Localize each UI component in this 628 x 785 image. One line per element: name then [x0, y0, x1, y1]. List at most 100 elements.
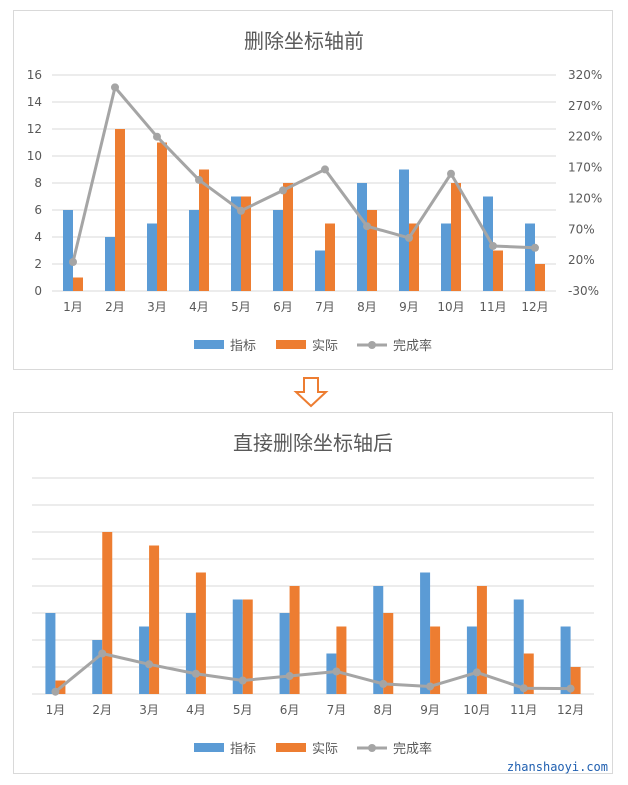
rate-point: [69, 257, 77, 266]
bar-target: [441, 223, 451, 291]
rate-point: [472, 668, 481, 677]
y2-tick-label: 270%: [568, 99, 602, 113]
x-tick-label: 2月: [105, 300, 125, 314]
legend-label-target: 指标: [230, 742, 256, 757]
y-tick-label: 6: [34, 203, 42, 217]
bar-target: [513, 599, 524, 694]
bar-actual: [199, 169, 209, 291]
x-tick-label: 8月: [357, 300, 377, 314]
bar-actual: [242, 599, 253, 694]
y2-tick-label: 120%: [568, 191, 602, 205]
bar-target: [273, 210, 283, 291]
bar-target: [466, 626, 477, 694]
x-tick-label: 3月: [147, 300, 167, 314]
bar-actual: [336, 626, 347, 694]
rate-point: [279, 186, 287, 195]
rate-point: [566, 684, 575, 693]
bar-target: [45, 613, 56, 694]
bar-actual: [451, 183, 461, 291]
rate-point: [379, 679, 388, 688]
x-tick-label: 5月: [231, 300, 251, 314]
legend-swatch-actual: [276, 743, 306, 752]
bar-actual: [570, 667, 581, 694]
y-tick-label: 12: [27, 122, 42, 136]
y2-tick-label: 170%: [568, 161, 602, 175]
rate-point: [285, 672, 294, 681]
bar-target: [139, 626, 150, 694]
x-tick-label: 1月: [63, 300, 83, 314]
bar-actual: [195, 572, 206, 694]
x-tick-label: 5月: [233, 703, 253, 717]
legend-label-target: 指标: [230, 339, 256, 354]
bar-target: [105, 237, 115, 291]
legend-label-actual: 实际: [312, 339, 338, 354]
bar-target: [279, 613, 290, 694]
watermark-text: zhanshaoyi.com: [506, 760, 608, 774]
y2-tick-label: 220%: [568, 130, 602, 144]
y2-tick-label: 70%: [568, 222, 595, 236]
x-tick-label: 10月: [463, 703, 490, 717]
bar-target: [189, 210, 199, 291]
y2-tick-label: 320%: [568, 68, 602, 82]
rate-point: [363, 222, 371, 231]
x-tick-label: 9月: [399, 300, 419, 314]
x-tick-label: 6月: [280, 703, 300, 717]
y-tick-label: 10: [27, 149, 42, 163]
bar-actual: [367, 210, 377, 291]
legend-label-actual: 实际: [312, 742, 338, 757]
x-tick-label: 7月: [327, 703, 347, 717]
bar-actual: [73, 277, 83, 291]
bar-actual: [149, 545, 160, 694]
y2-tick-label: 20%: [568, 253, 595, 267]
bar-actual: [283, 183, 293, 291]
bar-actual: [523, 653, 534, 694]
rate-point: [447, 169, 455, 178]
bar-target: [483, 196, 493, 291]
x-tick-label: 11月: [510, 703, 537, 717]
x-tick-label: 10月: [437, 300, 464, 314]
chart-panel-before: 删除坐标轴前 0 2 4 6 8 10 12 14 16 -30% 20% 70% 120% 170% 220…: [13, 10, 613, 370]
chart-panel-after: 直接删除坐标轴后 1月 2月 3月 4月 5月 6月 7月 8月 9月 10月 11月 12月 指标 实际 完…: [13, 412, 613, 774]
legend-swatch-target: [194, 743, 224, 752]
chart-title: 删除坐标轴前: [244, 29, 364, 53]
rate-point: [111, 83, 119, 92]
chart-before: 删除坐标轴前 0 2 4 6 8 10 12 14 16 -30% 20% 70% 120% 170% 220…: [27, 29, 603, 354]
rate-point: [426, 682, 435, 691]
x-tick-label: 9月: [420, 703, 440, 717]
x-tick-label: 7月: [315, 300, 335, 314]
legend-swatch-rate-marker: [368, 341, 376, 349]
rate-point: [98, 649, 107, 658]
y2-tick-label: -30%: [568, 284, 599, 298]
rate-point: [405, 233, 413, 242]
bar-target: [326, 653, 337, 694]
bar-actual: [535, 264, 545, 291]
bar-actual: [157, 142, 167, 291]
rate-point: [321, 165, 329, 174]
bar-target: [420, 572, 431, 694]
bar-target: [525, 223, 535, 291]
bar-actual: [383, 613, 394, 694]
rate-point: [332, 667, 341, 676]
bar-target: [232, 599, 243, 694]
y-tick-label: 2: [34, 257, 42, 271]
x-tick-label: 12月: [521, 300, 548, 314]
rate-point: [237, 206, 245, 215]
rate-point: [531, 243, 539, 252]
bar-target: [231, 196, 241, 291]
legend-swatch-actual: [276, 340, 306, 349]
rate-point: [489, 241, 497, 250]
x-tick-label: 8月: [373, 703, 393, 717]
bar-target: [63, 210, 73, 291]
bar-actual: [409, 223, 419, 291]
bar-actual: [476, 586, 487, 694]
bar-actual: [115, 129, 125, 291]
y-tick-label: 16: [27, 68, 42, 82]
legend-label-rate: 完成率: [393, 338, 432, 354]
rate-point: [195, 175, 203, 184]
x-tick-label: 4月: [186, 703, 206, 717]
x-tick-label: 2月: [92, 703, 112, 717]
bar-target: [315, 250, 325, 291]
x-tick-label: 12月: [557, 703, 584, 717]
bar-actual: [430, 626, 441, 694]
